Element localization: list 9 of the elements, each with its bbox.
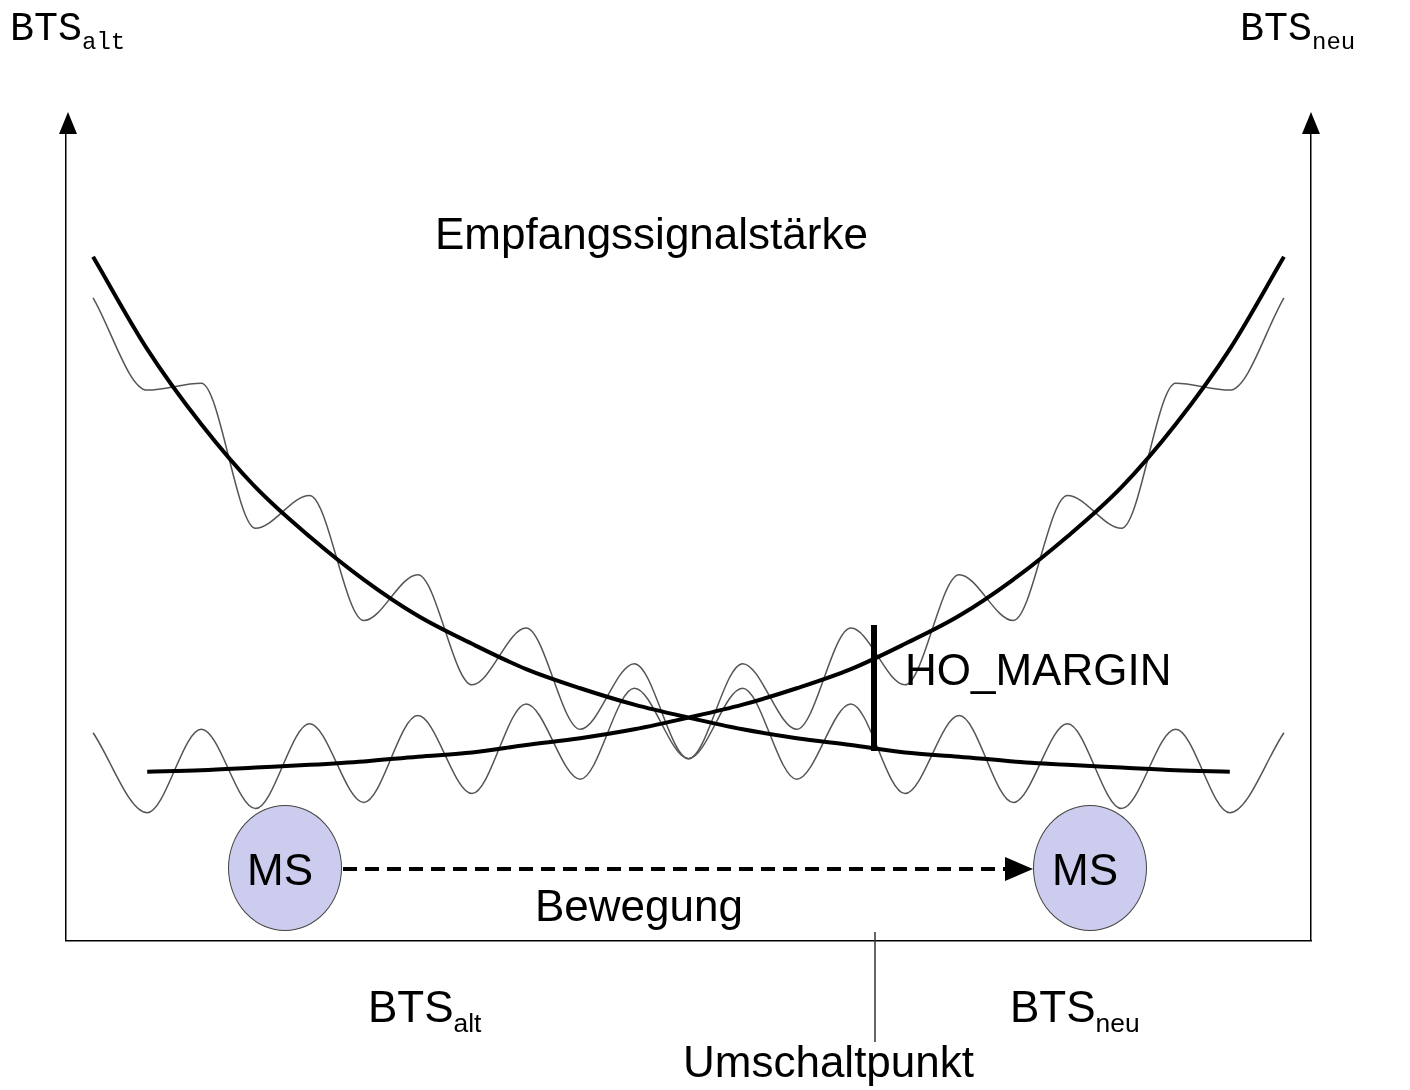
annotation: Empfangssignalstärke [435,209,868,258]
text: BTS$_{neu}$ [1240,7,1356,56]
annotation: Bewegung [535,881,743,930]
text: Umschaltpunkt [683,1037,975,1086]
text: BTS$_{alt}$ [10,7,126,56]
text: BTS$_{neu}$ [1010,982,1140,1038]
annotation: MS [1052,845,1118,894]
text: BTS$_{alt}$ [368,982,482,1038]
annotation: MS [247,845,313,894]
